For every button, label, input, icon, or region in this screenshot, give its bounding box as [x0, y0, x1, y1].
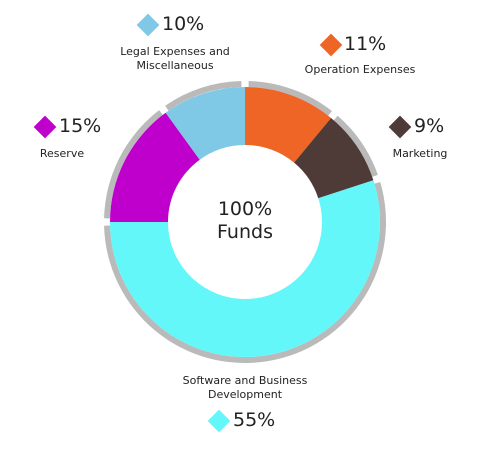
- donut-segment: [245, 87, 332, 163]
- legend-marker: [207, 409, 231, 433]
- value-label: 11%: [344, 33, 387, 55]
- legend-marker: [319, 33, 343, 57]
- shadow-arc: [333, 115, 378, 177]
- category-label: Software and Business Development: [182, 374, 308, 401]
- shadow-arc: [248, 81, 333, 116]
- donut-segment: [110, 112, 200, 222]
- center-line: Funds: [217, 221, 273, 243]
- category-label: Marketing: [392, 147, 448, 160]
- legend-marker: [136, 13, 160, 37]
- legend-marker: [33, 115, 57, 139]
- value-label: 10%: [162, 13, 205, 35]
- value-label: 55%: [233, 409, 276, 431]
- category-label: Operation Expenses: [304, 63, 416, 76]
- donut-segment: [110, 180, 380, 358]
- donut-segment: [165, 87, 245, 160]
- donut-segment: [294, 117, 374, 199]
- shadow-arc: [104, 110, 163, 219]
- center-line: 100%: [217, 198, 273, 220]
- category-label: Reserve: [39, 147, 85, 160]
- value-label: 9%: [414, 115, 445, 137]
- legend-marker: [388, 115, 412, 139]
- center-label: 100% Funds: [175, 198, 315, 244]
- value-label: 15%: [59, 115, 102, 137]
- category-label: Legal Expenses and Miscellaneous: [120, 45, 230, 72]
- shadow-arc: [165, 81, 242, 111]
